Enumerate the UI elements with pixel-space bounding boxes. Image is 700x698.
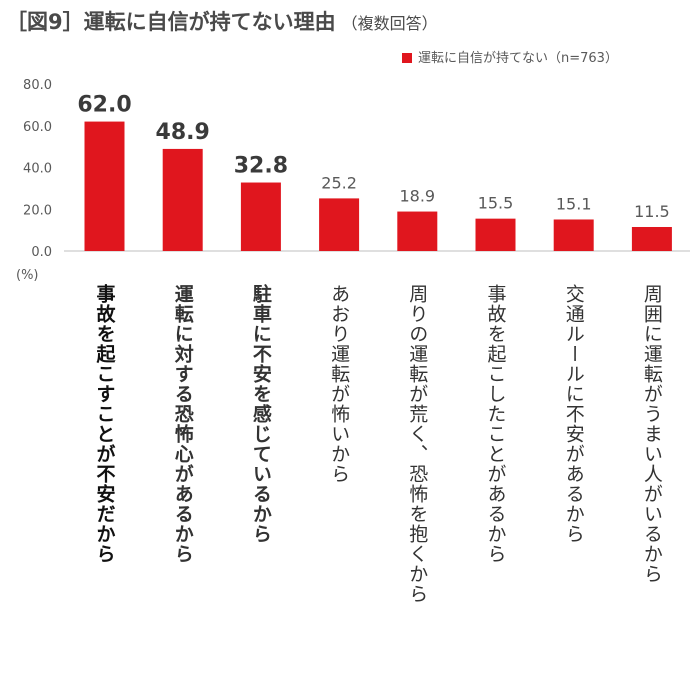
chart-subtitle: （複数回答） xyxy=(341,14,438,33)
bar-4 xyxy=(319,198,360,251)
bar-1 xyxy=(84,121,125,251)
category-label-6: 事故を起こしたことがあるから xyxy=(485,284,507,564)
category-label-2: 運転に対する恐怖心があるから xyxy=(172,284,195,564)
category-label-1: 事故を起こすことが不安だから xyxy=(94,283,117,564)
y-axis-unit-label: (%) xyxy=(16,268,39,283)
bar-3 xyxy=(240,182,281,251)
y-tick-label: 20.0 xyxy=(23,203,52,218)
bar-7 xyxy=(553,219,594,251)
y-tick-label: 60.0 xyxy=(23,120,52,135)
y-tick-label: 0.0 xyxy=(31,245,52,260)
category-label-7: 交通ルールに不安があるから xyxy=(563,284,585,544)
data-label-3: 32.8 xyxy=(234,154,288,179)
y-tick-label: 80.0 xyxy=(23,78,52,93)
chart-title-block: ［図9］運転に自信が持てない理由 （複数回答） xyxy=(6,6,438,36)
bar-6 xyxy=(475,218,516,251)
category-label-8: 周囲に運転がうまい人がいるから xyxy=(641,284,663,584)
y-tick-label: 40.0 xyxy=(23,162,52,177)
bar-2 xyxy=(162,148,203,251)
data-label-2: 48.9 xyxy=(156,120,210,145)
category-label-3: 駐車に不安を感じているから xyxy=(250,283,272,544)
data-label-1: 62.0 xyxy=(77,93,131,118)
data-label-6: 15.5 xyxy=(478,194,514,213)
chart-title: ［図9］運転に自信が持てない理由 xyxy=(6,10,336,34)
data-label-5: 18.9 xyxy=(399,187,435,206)
data-label-4: 25.2 xyxy=(321,173,357,192)
bar-5 xyxy=(397,211,438,251)
legend-swatch xyxy=(402,53,412,63)
legend-label: 運転に自信が持てない（n=763） xyxy=(418,51,618,66)
data-label-7: 15.1 xyxy=(556,194,592,213)
data-label-8: 11.5 xyxy=(634,202,670,221)
category-label-5: 周りの運転が荒く、恐怖を抱くから xyxy=(406,284,428,604)
category-label-4: あおり運転が怖いから xyxy=(328,284,350,484)
bar-8 xyxy=(631,226,672,251)
